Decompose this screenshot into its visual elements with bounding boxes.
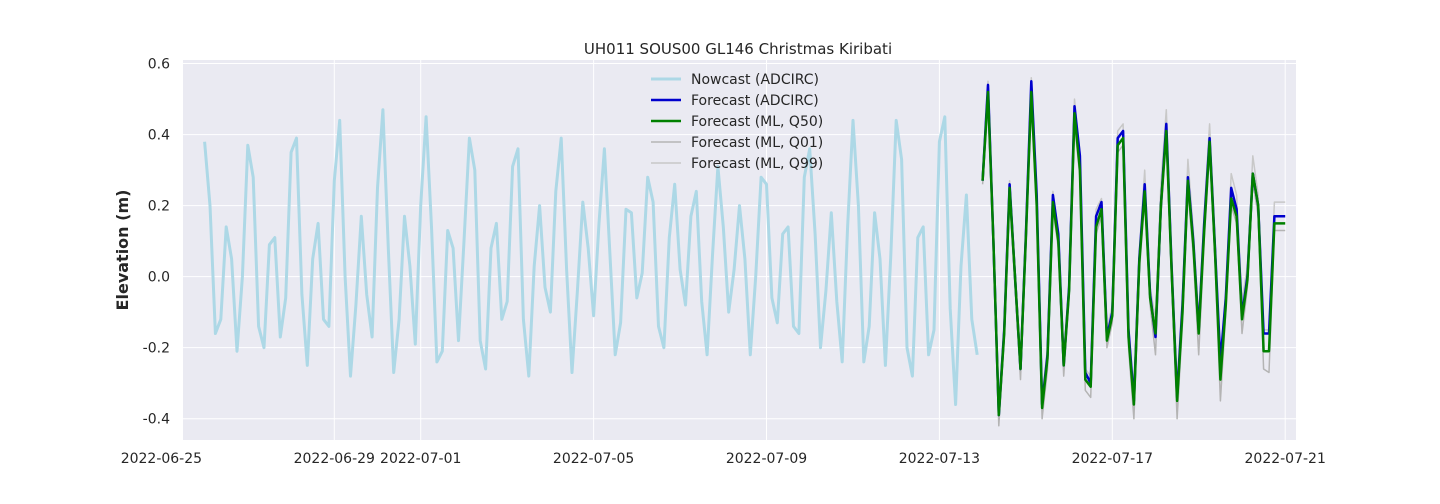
y-tick-labels: -0.4 -0.2 0.0 0.2 0.4 0.6 [143,57,170,428]
y-tick-label: 0.0 [148,270,170,286]
y-tick-label: -0.2 [143,341,170,357]
series-line [203,108,979,406]
y-axis-label: Elevation (m) [113,190,132,311]
grid [160,60,1296,440]
x-tick-label: 2022-07-05 [553,451,634,467]
y-tick-label: 0.2 [148,199,170,215]
y-tick-label: 0.6 [148,57,170,73]
legend: Nowcast (ADCIRC) Forecast (ADCIRC) Forecas… [651,72,823,172]
x-tick-label: 2022-07-17 [1072,451,1153,467]
y-tick-label: 0.4 [148,128,170,144]
chart-title: UH011 SOUS00 GL146 Christmas Kiribati [584,40,892,58]
legend-label: Forecast (ML, Q99) [691,156,823,172]
x-tick-label: 2022-07-09 [726,451,807,467]
x-tick-label: 2022-06-29 [294,451,375,467]
legend-label: Forecast (ADCIRC) [691,93,819,109]
legend-label: Nowcast (ADCIRC) [691,72,819,88]
legend-label: Forecast (ML, Q50) [691,114,823,130]
x-tick-label: 2022-07-21 [1245,451,1326,467]
x-tick-label: 2022-06-25 [121,451,202,467]
x-tick-label: 2022-07-13 [899,451,980,467]
y-tick-label: -0.4 [143,412,170,428]
x-tick-label: 2022-07-01 [380,451,461,467]
x-tick-labels: 2022-06-25 2022-06-29 2022-07-01 2022-07-05… [121,451,1326,467]
series-lines [203,77,1286,427]
plot-background [183,60,1296,440]
series-line [981,90,1286,417]
legend-label: Forecast (ML, Q01) [691,135,823,151]
